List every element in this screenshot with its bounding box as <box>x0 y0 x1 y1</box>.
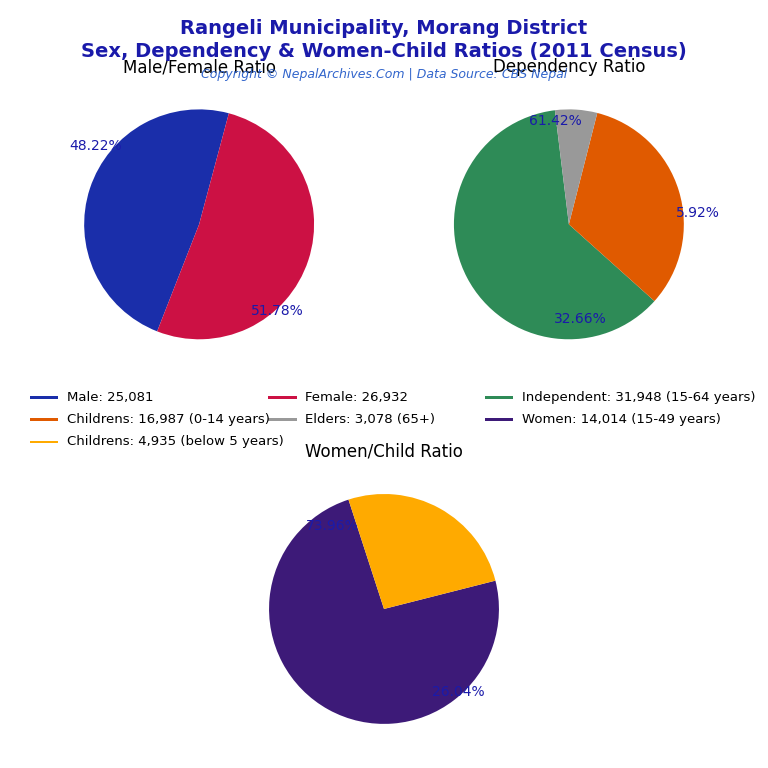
Text: 51.78%: 51.78% <box>251 303 303 317</box>
Wedge shape <box>84 109 229 331</box>
Wedge shape <box>269 500 499 724</box>
Text: Rangeli Municipality, Morang District: Rangeli Municipality, Morang District <box>180 19 588 38</box>
Bar <box>485 419 513 421</box>
Wedge shape <box>349 494 495 609</box>
Text: Childrens: 16,987 (0-14 years): Childrens: 16,987 (0-14 years) <box>67 412 270 425</box>
Text: Elders: 3,078 (65+): Elders: 3,078 (65+) <box>306 412 435 425</box>
Wedge shape <box>454 111 654 339</box>
Text: Male: 25,081: Male: 25,081 <box>67 391 154 403</box>
Text: Women: 14,014 (15-49 years): Women: 14,014 (15-49 years) <box>522 412 720 425</box>
Title: Dependency Ratio: Dependency Ratio <box>492 58 645 76</box>
Text: 48.22%: 48.22% <box>69 139 122 153</box>
Text: 32.66%: 32.66% <box>554 312 607 326</box>
Text: Independent: 31,948 (15-64 years): Independent: 31,948 (15-64 years) <box>522 391 756 403</box>
Text: 5.92%: 5.92% <box>676 206 720 220</box>
Bar <box>30 441 58 443</box>
Title: Women/Child Ratio: Women/Child Ratio <box>305 443 463 461</box>
Text: 61.42%: 61.42% <box>528 114 581 128</box>
Text: 26.04%: 26.04% <box>432 685 485 699</box>
Bar <box>30 396 58 399</box>
Bar <box>269 419 296 421</box>
Bar <box>30 419 58 421</box>
Title: Male/Female Ratio: Male/Female Ratio <box>123 58 276 76</box>
Bar <box>269 396 296 399</box>
Text: Sex, Dependency & Women-Child Ratios (2011 Census): Sex, Dependency & Women-Child Ratios (20… <box>81 42 687 61</box>
Text: Childrens: 4,935 (below 5 years): Childrens: 4,935 (below 5 years) <box>67 435 284 448</box>
Bar <box>485 396 513 399</box>
Text: Copyright © NepalArchives.Com | Data Source: CBS Nepal: Copyright © NepalArchives.Com | Data Sou… <box>201 68 567 81</box>
Text: Female: 26,932: Female: 26,932 <box>306 391 409 403</box>
Text: 73.96%: 73.96% <box>306 519 359 533</box>
Wedge shape <box>157 114 314 339</box>
Wedge shape <box>569 113 684 301</box>
Wedge shape <box>554 109 598 224</box>
